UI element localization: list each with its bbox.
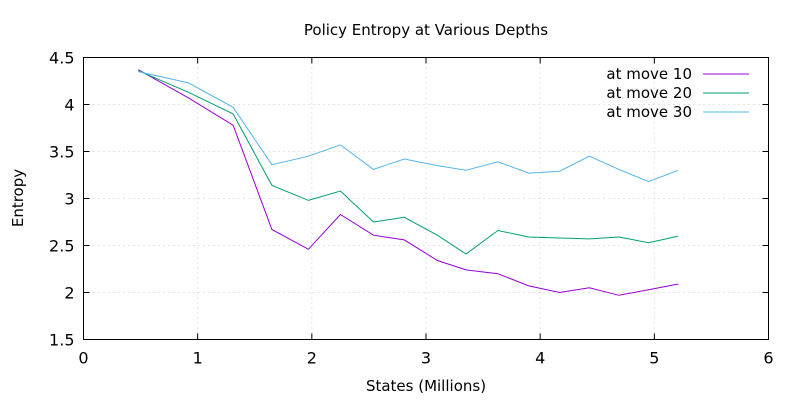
series-line-1	[138, 69, 679, 296]
x-tick-label: 3	[421, 349, 431, 368]
x-tick-label: 0	[78, 349, 88, 368]
legend-label-2: at move 20	[606, 84, 692, 102]
y-tick-label: 4	[64, 96, 74, 115]
chart-title: Policy Entropy at Various Depths	[304, 21, 548, 39]
y-axis-label: Entropy	[9, 169, 27, 227]
x-tick-label: 6	[763, 349, 773, 368]
y-tick-label: 3	[64, 190, 74, 209]
x-tick-label: 2	[307, 349, 317, 368]
y-tick-label: 2	[64, 284, 74, 303]
y-tick-label: 4.5	[49, 49, 74, 68]
x-tick-label: 5	[649, 349, 659, 368]
y-tick-label: 3.5	[49, 143, 74, 162]
series-lines	[138, 69, 679, 296]
axis-ticks: 0 1 2 3 4 5 6 1.5 2 2.5 3 3.5 4 4.5	[49, 49, 774, 368]
x-tick-label: 4	[535, 349, 545, 368]
legend-label-3: at move 30	[606, 103, 692, 121]
legend-label-1: at move 10	[606, 65, 692, 83]
series-line-3	[138, 71, 679, 183]
gridlines	[83, 57, 769, 340]
y-tick-label: 1.5	[49, 331, 74, 350]
y-tick-label: 2.5	[49, 237, 74, 256]
x-tick-label: 1	[193, 349, 203, 368]
series-line-2	[138, 70, 679, 255]
x-axis-label: States (Millions)	[366, 377, 486, 395]
